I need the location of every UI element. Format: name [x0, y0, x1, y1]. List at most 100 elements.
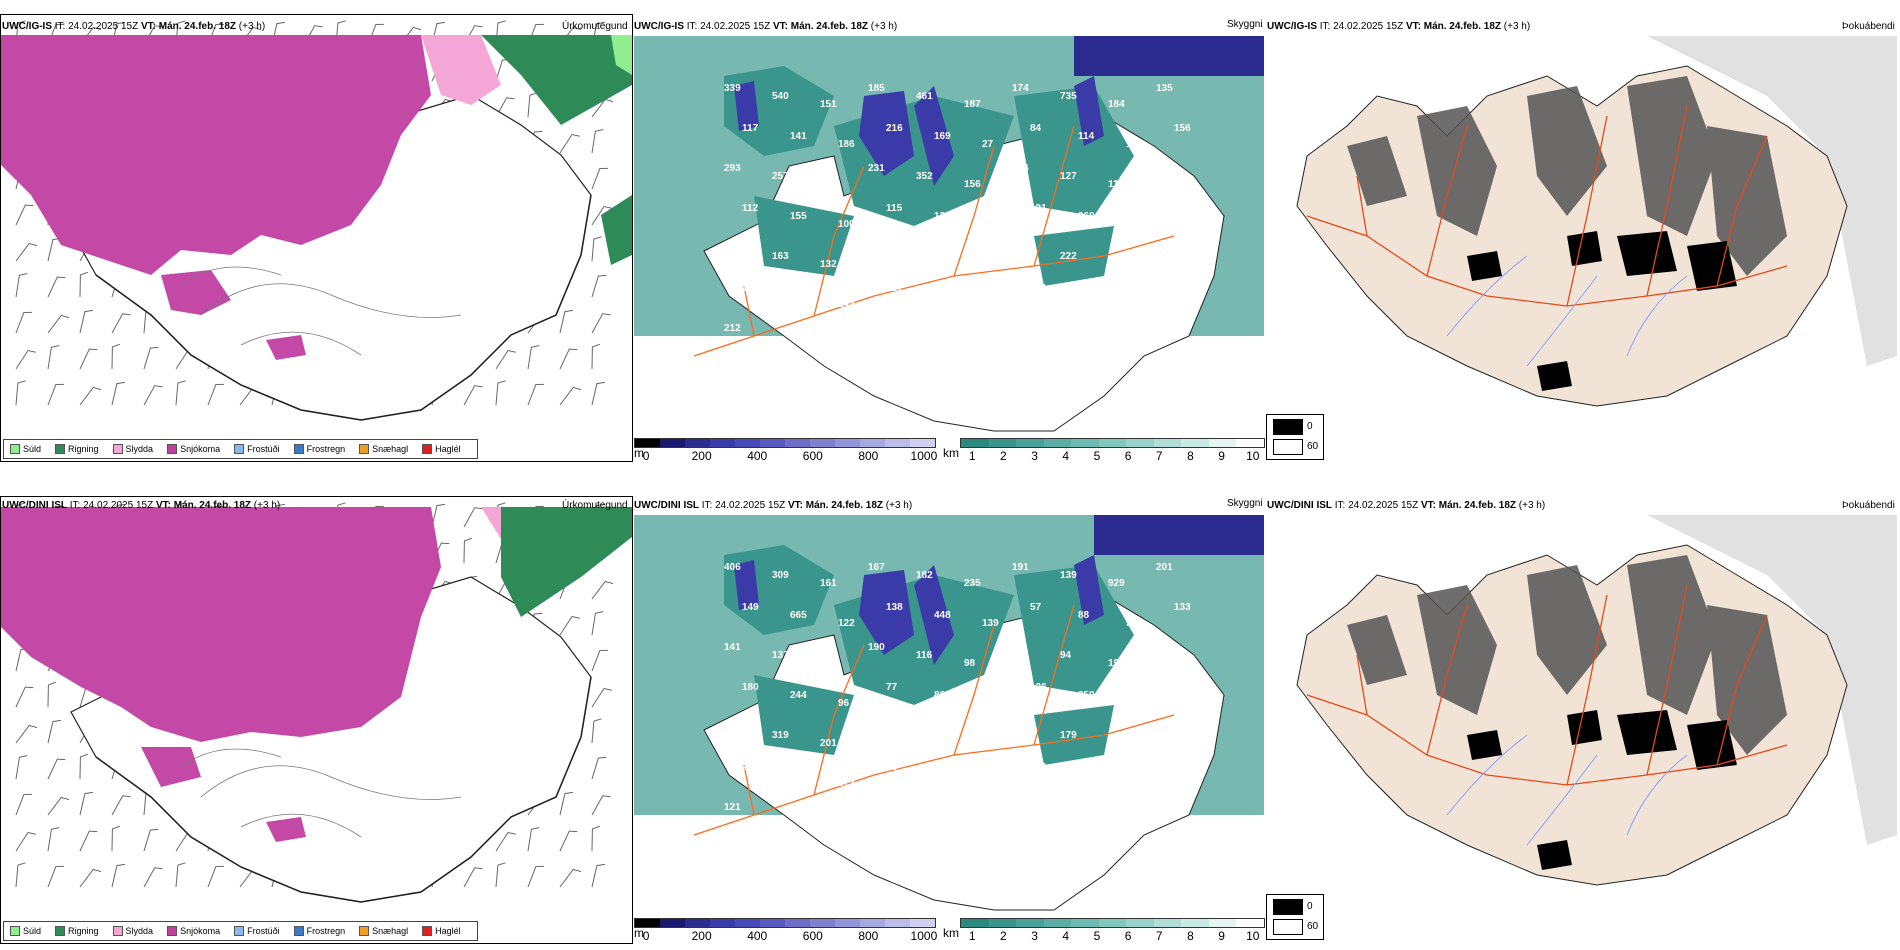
lead-time: (+3 h): [238, 21, 266, 32]
wind-barb: [79, 753, 89, 780]
sea-gray-north: [1647, 36, 1897, 366]
visibility-value-label: 98: [886, 762, 898, 773]
visibility-colorbar-1: 1 2 3 4 5 6 7 8 9 10: [960, 438, 1265, 463]
colorbar-strip: [960, 918, 1265, 928]
visibility-value-label: 243: [982, 698, 999, 709]
visibility-value-label: 167: [868, 562, 885, 573]
wind-barb: [559, 615, 580, 636]
colorbar-cell: [810, 439, 835, 447]
wind-barb: [591, 129, 604, 154]
it-value: 24.02.2025 15Z: [1348, 500, 1419, 511]
legend-item: Frostregn: [293, 444, 345, 454]
visibility-map-1: 339 540 151 185 461 187 174 735 184 135 117 141 186 2…: [634, 36, 1264, 432]
cloud-legend-1: 0 60: [1266, 414, 1324, 460]
wind-barb: [495, 97, 515, 118]
wind-barb: [527, 865, 544, 888]
wind-barb: [143, 867, 163, 888]
vt-value: Mán. 24.feb. 18Z: [1423, 21, 1501, 32]
wind-barb: [79, 348, 98, 370]
colorbar-cell: [961, 919, 989, 927]
visibility-value-label: 47: [1174, 762, 1186, 773]
legend-swatch-snow: [167, 444, 178, 454]
wind-barb: [175, 862, 186, 888]
visibility-value-label: 190: [868, 642, 885, 653]
wind-barb: [495, 380, 506, 406]
wind-barb: [431, 503, 445, 528]
snow-area-south: [161, 270, 231, 315]
colorbar-strip: [634, 918, 936, 928]
row-2: Súld Rigning Slydda Snjókoma Frostúði Fr…: [0, 482, 1900, 950]
legend-label: Frostregn: [306, 926, 346, 936]
snow-area-north: [1, 35, 431, 275]
visibility-value-label: 193: [1108, 658, 1125, 669]
visibility-value-label: 68: [1174, 682, 1186, 693]
colorbar-strip: [960, 438, 1265, 448]
it-value: 24.02.2025 15Z: [83, 500, 154, 511]
wind-barb: [79, 791, 93, 816]
legend-item: Snæhagl: [359, 444, 408, 454]
visibility-value-label: 259: [1078, 690, 1095, 701]
colorbar-cell: [1208, 439, 1237, 447]
visibility-value-label: 293: [724, 163, 741, 174]
vt-value: Mán. 24.feb. 18Z: [790, 21, 868, 32]
lead-time: (+3 h): [870, 21, 898, 32]
visibility-unit: km: [943, 926, 959, 940]
wind-barb: [591, 825, 601, 852]
wind-barb: [559, 386, 582, 406]
visibility-value-label: 448: [934, 610, 951, 621]
colorbar-tick-label: 1: [968, 929, 976, 943]
visibility-value-label: 187: [964, 99, 981, 110]
visibility-value-label: 406: [724, 562, 741, 573]
contours: [180, 748, 462, 838]
legend-swatch-freezing-drizzle: [234, 444, 245, 454]
visibility-value-label: 45: [982, 299, 994, 310]
model-name: UWC/IG-IS: [1267, 21, 1317, 32]
wind-barb: [559, 830, 578, 852]
cloud-value: 0: [1307, 901, 1313, 912]
it-label: IT:: [69, 500, 81, 511]
visibility-value-label: 182: [916, 570, 933, 581]
colorbar-ticks: 0 200 400 600 800 1000: [634, 928, 938, 943]
wind-barb: [527, 383, 544, 406]
cloud-swatch-black: [1273, 419, 1303, 435]
visibility-value-label: 163: [772, 251, 789, 262]
colorbar-cell: [710, 439, 735, 447]
visibility-value-label: 128: [1078, 770, 1095, 781]
wind-barb: [591, 649, 608, 672]
visibility-value-label: 88: [1078, 610, 1090, 621]
colorbar-cell: [710, 919, 735, 927]
visibility-value-label: 185: [868, 83, 885, 94]
cloud-swatch-white: [1273, 439, 1303, 455]
wind-barb: [15, 204, 34, 226]
wind-barb: [463, 537, 473, 564]
wind-barb: [463, 507, 483, 528]
fog-dark-areas: [1347, 76, 1787, 276]
colorbar-cell: [760, 919, 785, 927]
model-name: UWC/DINI ISL: [1267, 500, 1332, 511]
visibility-value-label: 61: [934, 770, 946, 781]
visibility-value-label: 161: [1156, 243, 1173, 254]
wind-barb: [527, 92, 538, 118]
colorbar-tick-label: 800: [858, 929, 879, 943]
wind-barb: [591, 274, 607, 298]
lead-time: (+3 h): [1518, 500, 1546, 511]
colorbar-cell: [1071, 919, 1099, 927]
legend-item: Frostúði: [234, 926, 280, 936]
visibility-value-label: 146: [742, 283, 759, 294]
visibility-value-label: 121: [724, 802, 741, 813]
visibility-value-label: 929: [1108, 578, 1125, 589]
wind-barb: [111, 313, 131, 334]
colorbar-cell: [1153, 439, 1182, 447]
colorbar-tick-label: 4: [1062, 929, 1070, 943]
vt-label: VT:: [772, 21, 788, 32]
precip-title: Úrkomutegund: [562, 500, 628, 511]
colorbar-tick-label: 2: [1000, 929, 1007, 943]
wind-barb: [47, 237, 61, 262]
wind-barb: [207, 383, 224, 406]
wind-barb: [111, 863, 125, 888]
colorbar-tick-label: 0: [642, 449, 650, 463]
visibility-value-label: 92: [1126, 618, 1138, 629]
visibility-value-label: 102: [934, 291, 951, 302]
visibility-value-label: 120: [1126, 219, 1143, 230]
colorbar-tick-label: 10: [1246, 929, 1260, 943]
